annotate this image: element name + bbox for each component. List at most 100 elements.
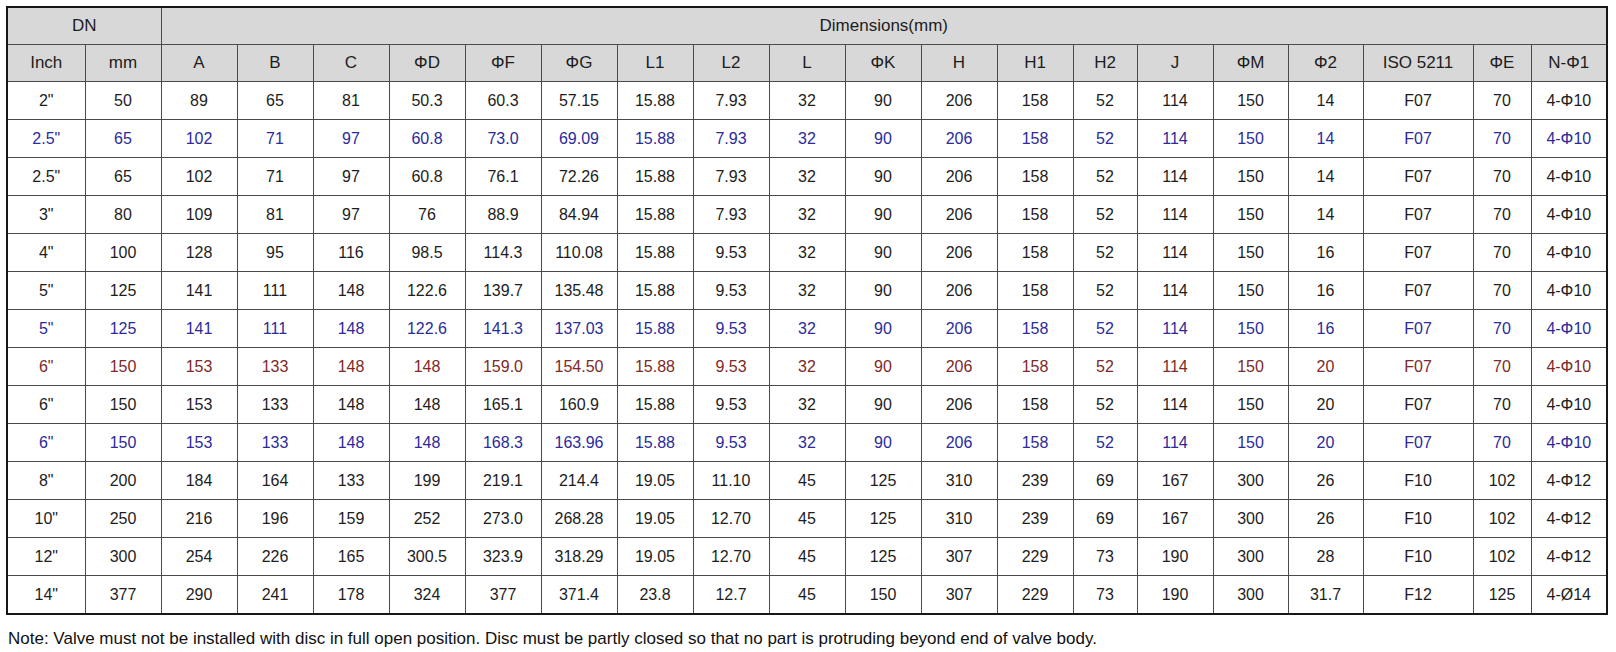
column-header: ΦF <box>465 45 541 82</box>
table-cell: 52 <box>1073 424 1137 462</box>
table-cell: 88.9 <box>465 196 541 234</box>
table-cell: 133 <box>237 424 313 462</box>
table-cell: 148 <box>389 348 465 386</box>
table-cell: 3" <box>7 196 85 234</box>
table-cell: 114 <box>1137 196 1213 234</box>
table-cell: 165 <box>313 538 389 576</box>
table-cell: 377 <box>85 576 161 615</box>
group-header-row: DN Dimensions(mm) <box>7 7 1607 45</box>
table-row: 6"150153133148148168.3163.9615.889.53329… <box>7 424 1607 462</box>
table-cell: 159.0 <box>465 348 541 386</box>
table-cell: 32 <box>769 348 845 386</box>
table-cell: 150 <box>85 386 161 424</box>
table-cell: 102 <box>1473 538 1531 576</box>
table-cell: 150 <box>1213 386 1288 424</box>
table-cell: F07 <box>1363 348 1473 386</box>
table-cell: 114.3 <box>465 234 541 272</box>
table-cell: 31.7 <box>1288 576 1363 615</box>
table-cell: 102 <box>161 158 237 196</box>
table-cell: 4-Φ12 <box>1531 500 1607 538</box>
table-cell: 229 <box>997 538 1073 576</box>
table-cell: 114 <box>1137 158 1213 196</box>
table-cell: 19.05 <box>617 500 693 538</box>
table-cell: 133 <box>237 386 313 424</box>
table-cell: 23.8 <box>617 576 693 615</box>
table-cell: 7.93 <box>693 120 769 158</box>
table-cell: F07 <box>1363 310 1473 348</box>
table-cell: 148 <box>389 386 465 424</box>
table-row: 3"8010981977688.984.9415.887.93329020615… <box>7 196 1607 234</box>
table-cell: 14 <box>1288 82 1363 120</box>
table-cell: 206 <box>921 120 997 158</box>
table-cell: 71 <box>237 120 313 158</box>
table-cell: 307 <box>921 538 997 576</box>
table-cell: 90 <box>845 120 921 158</box>
table-cell: 206 <box>921 386 997 424</box>
column-header: L <box>769 45 845 82</box>
table-cell: 97 <box>313 120 389 158</box>
table-cell: 26 <box>1288 500 1363 538</box>
table-cell: 6" <box>7 348 85 386</box>
table-cell: 6" <box>7 424 85 462</box>
table-cell: 300 <box>1213 500 1288 538</box>
table-cell: 45 <box>769 576 845 615</box>
table-cell: 114 <box>1137 310 1213 348</box>
table-cell: 90 <box>845 272 921 310</box>
table-cell: 133 <box>313 462 389 500</box>
table-cell: 4-Φ10 <box>1531 424 1607 462</box>
table-cell: 190 <box>1137 576 1213 615</box>
table-cell: 14 <box>1288 120 1363 158</box>
table-cell: 196 <box>237 500 313 538</box>
column-header: J <box>1137 45 1213 82</box>
column-header: H2 <box>1073 45 1137 82</box>
table-cell: 90 <box>845 424 921 462</box>
table-cell: 50.3 <box>389 82 465 120</box>
table-cell: 9.53 <box>693 424 769 462</box>
table-cell: 20 <box>1288 386 1363 424</box>
table-cell: 377 <box>465 576 541 615</box>
table-cell: 90 <box>845 82 921 120</box>
table-cell: 110.08 <box>541 234 617 272</box>
table-cell: 206 <box>921 196 997 234</box>
table-cell: 190 <box>1137 538 1213 576</box>
table-cell: 2.5" <box>7 120 85 158</box>
table-cell: 184 <box>161 462 237 500</box>
table-cell: 9.53 <box>693 348 769 386</box>
table-cell: 310 <box>921 500 997 538</box>
table-cell: 150 <box>85 348 161 386</box>
table-cell: 148 <box>389 424 465 462</box>
table-cell: 300 <box>1213 538 1288 576</box>
table-cell: 206 <box>921 234 997 272</box>
table-cell: 12.70 <box>693 538 769 576</box>
table-cell: 307 <box>921 576 997 615</box>
table-cell: 114 <box>1137 82 1213 120</box>
table-cell: 52 <box>1073 82 1137 120</box>
table-cell: 167 <box>1137 500 1213 538</box>
table-cell: 52 <box>1073 272 1137 310</box>
table-cell: 7.93 <box>693 196 769 234</box>
table-cell: 73 <box>1073 538 1137 576</box>
table-cell: 90 <box>845 386 921 424</box>
table-cell: 158 <box>997 234 1073 272</box>
table-cell: 141 <box>161 310 237 348</box>
table-cell: 65 <box>85 158 161 196</box>
table-cell: 4" <box>7 234 85 272</box>
table-cell: 14" <box>7 576 85 615</box>
table-row: 2.5"65102719760.873.069.0915.887.9332902… <box>7 120 1607 158</box>
table-cell: 71 <box>237 158 313 196</box>
column-header: B <box>237 45 313 82</box>
table-cell: 148 <box>313 272 389 310</box>
table-cell: 148 <box>313 348 389 386</box>
table-cell: 199 <box>389 462 465 500</box>
table-cell: 70 <box>1473 348 1531 386</box>
table-cell: 154.50 <box>541 348 617 386</box>
table-row: 5"125141111148122.6139.7135.4815.889.533… <box>7 272 1607 310</box>
table-cell: 45 <box>769 462 845 500</box>
table-cell: 14 <box>1288 158 1363 196</box>
table-cell: 133 <box>237 348 313 386</box>
table-cell: 20 <box>1288 348 1363 386</box>
table-cell: 153 <box>161 424 237 462</box>
table-cell: 95 <box>237 234 313 272</box>
table-cell: 219.1 <box>465 462 541 500</box>
table-cell: 70 <box>1473 158 1531 196</box>
